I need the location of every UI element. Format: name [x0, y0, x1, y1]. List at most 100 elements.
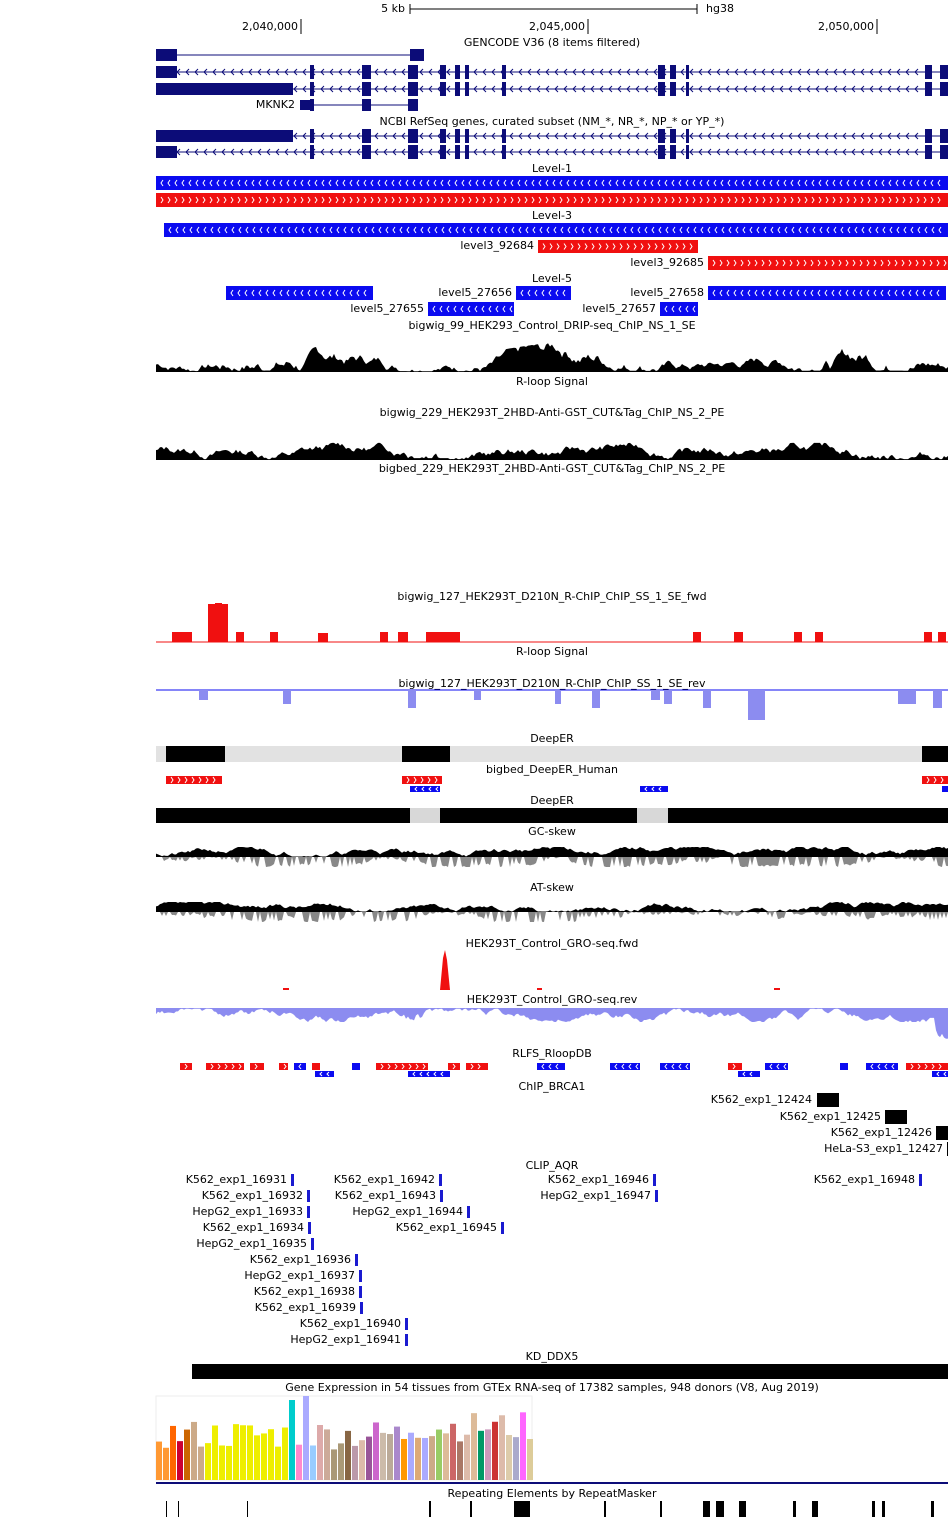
strand-arrows: [230, 289, 367, 297]
expression-bar: [268, 1429, 274, 1480]
exon: [686, 82, 689, 96]
expression-bar: [415, 1437, 421, 1480]
strand-arrows: [541, 1063, 559, 1070]
feature: [448, 1063, 460, 1070]
feature: [402, 776, 442, 784]
exon: [310, 99, 314, 111]
signal-peak: [924, 632, 932, 642]
feature: [410, 786, 440, 792]
expression-bar: [310, 1445, 316, 1480]
repeat: [872, 1501, 875, 1517]
label: hg38: [706, 2, 734, 15]
repeat: [931, 1501, 934, 1517]
signal-peak: [938, 632, 946, 642]
feature: [610, 1063, 640, 1070]
label: level5_27656: [438, 286, 512, 299]
track-title: Level-3: [532, 209, 572, 222]
expression-bar: [240, 1425, 246, 1480]
expression-bar: [408, 1432, 414, 1480]
label: K562_exp1_16945: [396, 1221, 497, 1234]
label: level3_92685: [630, 256, 704, 269]
signal: [156, 1008, 948, 1039]
label: level5_27655: [350, 302, 424, 315]
strand-arrows: [520, 289, 566, 297]
exon: [940, 145, 948, 159]
exon: [455, 129, 460, 143]
expression-bar: [499, 1415, 505, 1480]
expression-bar: [443, 1433, 449, 1480]
strand-arrows: [712, 259, 947, 267]
feature: [226, 286, 373, 300]
label: 2,045,000: [529, 20, 585, 33]
expression-bar: [296, 1444, 302, 1480]
exon: [156, 83, 293, 95]
expression-bar: [219, 1445, 225, 1480]
expression-bar: [289, 1400, 295, 1480]
exon: [455, 82, 460, 96]
feature: [405, 1318, 408, 1330]
signal-peak: [236, 632, 244, 642]
score-bar: [156, 808, 948, 823]
expression-bar: [331, 1449, 337, 1480]
exon: [658, 82, 665, 96]
expression-bar: [492, 1421, 498, 1480]
signal-trough: [555, 690, 561, 704]
label: K562_exp1_16946: [548, 1173, 649, 1186]
expression-bar: [191, 1421, 197, 1480]
feature: [466, 1063, 488, 1070]
label: K562_exp1_16931: [186, 1173, 287, 1186]
signal: [156, 902, 948, 912]
signal-peak: [270, 632, 278, 642]
repeat: [166, 1501, 167, 1517]
track-title: bigwig_229_HEK293T_2HBD-Anti-GST_CUT&Tag…: [380, 406, 725, 419]
strand-arrows: [168, 226, 942, 234]
strand-arrows: [160, 179, 941, 187]
feature: [376, 1063, 428, 1070]
track-title: R-loop Signal: [516, 375, 588, 388]
feature: [440, 1190, 443, 1202]
exon: [455, 145, 460, 159]
feature: [312, 1063, 320, 1070]
expression-bar: [261, 1433, 267, 1480]
signal-trough: [898, 690, 916, 704]
feature: [538, 240, 698, 253]
feature: [919, 1174, 922, 1186]
repeat: [470, 1501, 472, 1517]
expression-bar: [359, 1440, 365, 1480]
exon: [362, 145, 371, 159]
expression-bar: [506, 1434, 512, 1480]
exon: [362, 99, 371, 111]
score-bar: [156, 746, 948, 762]
signal-trough: [933, 690, 942, 708]
signal: [156, 847, 948, 857]
strand-arrows: [432, 305, 513, 313]
label: 5 kb: [381, 2, 405, 15]
label: K562_exp1_16940: [300, 1317, 401, 1330]
exon: [686, 65, 689, 79]
exon: [465, 145, 469, 159]
expression-bar: [156, 1441, 162, 1480]
strand-arrows: [470, 1063, 481, 1070]
feature: [885, 1110, 907, 1124]
feature: [439, 1174, 442, 1186]
exon: [310, 145, 314, 159]
expression-bar: [450, 1423, 456, 1480]
track-title: KD_DDX5: [526, 1350, 579, 1363]
track-title: bigwig_99_HEK293_Control_DRIP-seq_ChIP_N…: [408, 319, 695, 332]
repeat: [739, 1501, 746, 1517]
signal-peak: [398, 632, 408, 642]
exon: [658, 129, 665, 143]
exon: [156, 146, 177, 158]
feature: [315, 1071, 334, 1077]
track-title: DeepER: [530, 794, 574, 807]
signal: [156, 912, 948, 922]
expression-bar: [471, 1413, 477, 1480]
expression-bar: [422, 1437, 428, 1480]
feature: [467, 1206, 470, 1218]
track-title: Gene Expression in 54 tissues from GTEx …: [285, 1381, 819, 1394]
label: HeLa-S3_exp1_12427: [824, 1142, 943, 1155]
score-segment: [922, 746, 948, 762]
feature: [942, 786, 948, 792]
strand-arrows: [769, 1063, 787, 1070]
feature: [164, 223, 948, 237]
